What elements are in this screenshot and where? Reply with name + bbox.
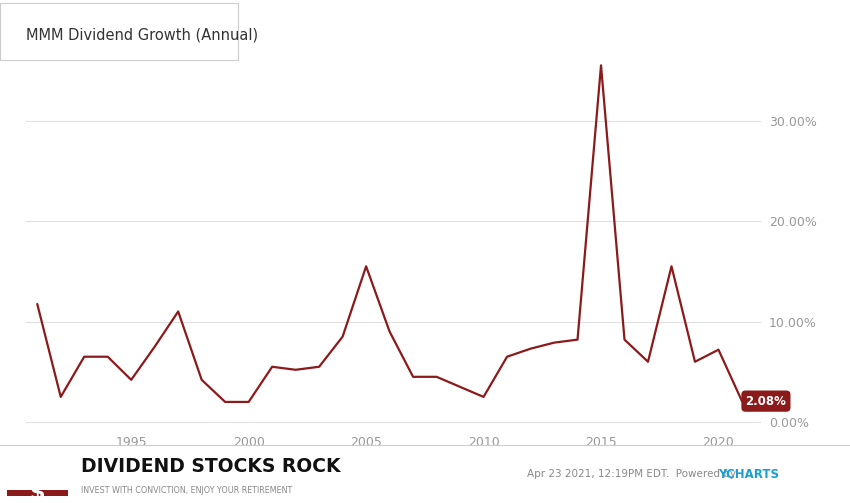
- Text: DIVIDEND STOCKS ROCK: DIVIDEND STOCKS ROCK: [81, 457, 340, 476]
- Text: 2.08%: 2.08%: [745, 395, 786, 407]
- Text: Apr 23 2021, 12:19PM EDT.  Powered by: Apr 23 2021, 12:19PM EDT. Powered by: [527, 469, 740, 479]
- Text: YCHARTS: YCHARTS: [718, 468, 779, 480]
- Text: MMM Dividend Growth (Annual): MMM Dividend Growth (Annual): [26, 28, 258, 43]
- FancyBboxPatch shape: [7, 490, 68, 496]
- Text: $: $: [30, 483, 45, 503]
- Text: INVEST WITH CONVICTION, ENJOY YOUR RETIREMENT: INVEST WITH CONVICTION, ENJOY YOUR RETIR…: [81, 486, 292, 495]
